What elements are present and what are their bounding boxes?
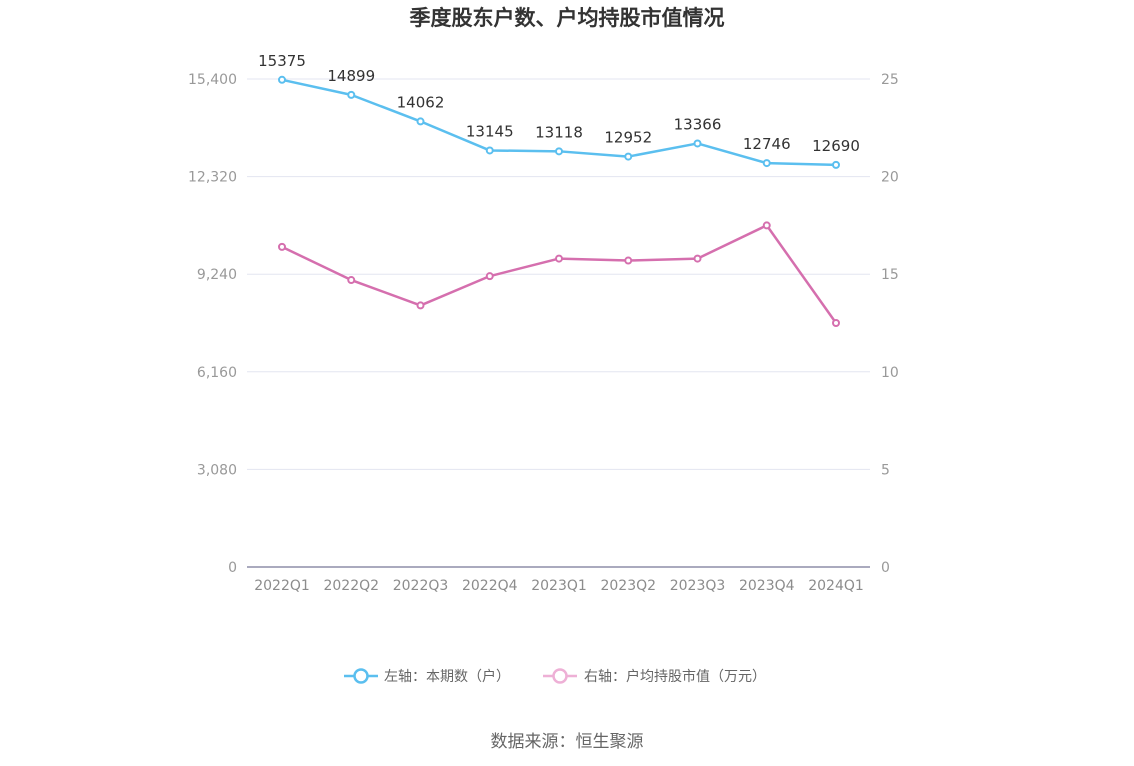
left-tick-label: 15,400 <box>188 72 237 88</box>
right-tick-label: 15 <box>881 267 899 283</box>
data-point-right[interactable] <box>485 272 494 281</box>
legend-label-right: 右轴：户均持股市值（万元） <box>584 668 766 685</box>
data-point-left[interactable] <box>555 147 563 156</box>
left-tick-label: 12,320 <box>188 170 237 186</box>
left-tick-label: 9,240 <box>197 267 237 283</box>
x-tick-label: 2022Q3 <box>393 578 449 594</box>
x-tick-label: 2022Q4 <box>462 578 518 594</box>
left-tick-label: 0 <box>228 560 237 576</box>
source-text: 数据来源：恒生聚源 <box>491 732 644 752</box>
right-tick-label: 5 <box>881 462 890 478</box>
data-point-left[interactable] <box>693 139 702 148</box>
x-axis-ticks: 2022Q1 2022Q2 2022Q3 2022Q4 2023Q1 2023Q2 2023… <box>254 578 864 594</box>
legend-label-left: 左轴：本期数（户） <box>384 668 510 685</box>
data-label: 13145 <box>466 122 514 140</box>
data-point-right[interactable] <box>693 254 702 263</box>
x-tick-label: 2022Q1 <box>254 578 310 594</box>
data-point-right[interactable] <box>416 301 425 310</box>
x-tick-label: 2023Q3 <box>670 578 726 594</box>
grid-lines <box>247 78 870 470</box>
right-tick-label: 20 <box>881 170 899 186</box>
data-point-left[interactable] <box>278 75 286 84</box>
data-label: 14062 <box>397 93 445 111</box>
right-tick-label: 25 <box>881 72 899 88</box>
x-tick-label: 2023Q4 <box>739 578 795 594</box>
data-label: 13366 <box>674 115 722 133</box>
data-label: 12690 <box>812 137 860 155</box>
series-layer: 15375 14899 14062 13145 13118 12952 13366 12746… <box>258 52 860 327</box>
data-point-right[interactable] <box>278 242 286 251</box>
left-tick-label: 6,160 <box>197 365 237 381</box>
right-axis-ticks: 0 5 10 15 20 25 <box>881 72 899 576</box>
x-tick-label: 2024Q1 <box>808 578 864 594</box>
data-point-right[interactable] <box>762 221 771 230</box>
right-tick-label: 10 <box>881 365 899 381</box>
data-label: 13118 <box>535 123 583 141</box>
data-point-left[interactable] <box>485 146 494 155</box>
legend-item-left[interactable]: 左轴：本期数（户） <box>344 668 510 685</box>
data-point-right[interactable] <box>347 276 356 285</box>
data-label: 14899 <box>327 67 375 85</box>
data-point-right[interactable] <box>624 256 633 265</box>
data-label: 12952 <box>604 129 652 147</box>
right-tick-label: 0 <box>881 560 890 576</box>
left-tick-label: 3,080 <box>197 462 237 478</box>
data-point-left[interactable] <box>347 90 356 99</box>
legend-marker-right <box>552 668 568 684</box>
chart-title: 季度股东户数、户均持股市值情况 <box>410 6 725 30</box>
data-point-right[interactable] <box>555 254 563 263</box>
data-label: 15375 <box>258 52 306 70</box>
x-tick-label: 2023Q2 <box>600 578 656 594</box>
data-label: 12746 <box>743 135 791 153</box>
legend-item-right[interactable]: 右轴：户均持股市值（万元） <box>543 668 766 685</box>
data-point-right[interactable] <box>832 319 840 327</box>
data-point-left[interactable] <box>832 160 840 169</box>
data-point-left[interactable] <box>416 117 425 126</box>
data-point-left[interactable] <box>762 159 771 168</box>
left-axis-ticks: 0 3,080 6,160 9,240 12,320 15,400 <box>188 72 237 576</box>
x-tick-label: 2023Q1 <box>531 578 587 594</box>
legend-marker-left <box>353 668 369 684</box>
data-point-left[interactable] <box>624 152 633 161</box>
legend[interactable]: 左轴：本期数（户） 右轴：户均持股市值（万元） <box>344 668 766 685</box>
x-tick-label: 2022Q2 <box>323 578 379 594</box>
